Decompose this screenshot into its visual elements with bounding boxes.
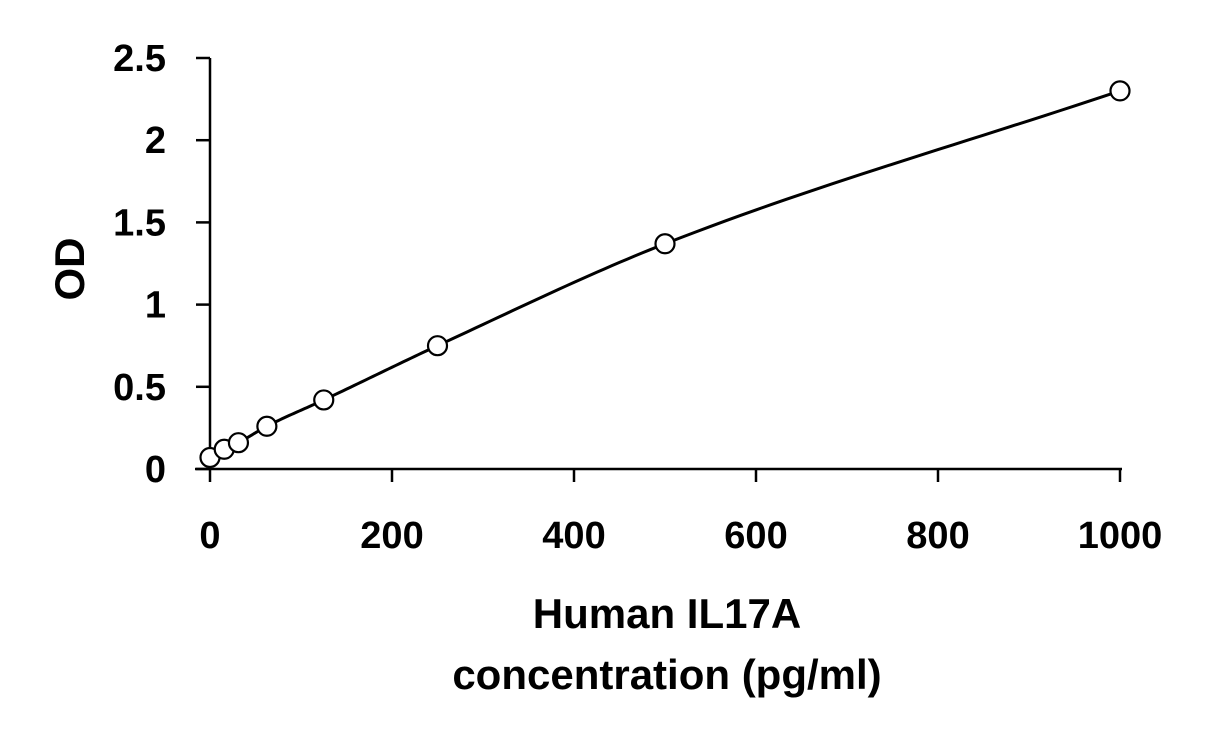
y-tick-label: 2 [145, 120, 166, 162]
x-tick-label: 0 [199, 515, 220, 557]
ticks: 0 200 400 600 800 1000 0 0.5 1 1.5 2 2.5 [113, 38, 1162, 557]
data-point [426, 335, 449, 357]
fit-curve [209, 89, 1121, 459]
data-point [256, 415, 278, 437]
x-tick-label: 800 [906, 515, 969, 557]
x-tick-label: 600 [724, 515, 787, 557]
x-tick-label: 1000 [1078, 515, 1163, 557]
x-tick-label: 200 [360, 515, 423, 557]
x-axis-title-line-1: Human IL17A [533, 590, 801, 637]
y-axis-title: OD [46, 238, 93, 301]
data-point [654, 233, 676, 255]
data-points [199, 80, 1131, 469]
y-tick-label: 1 [145, 285, 166, 327]
y-tick-label: 2.5 [113, 38, 166, 80]
data-point [1109, 80, 1131, 102]
x-axis-title-line-2: concentration (pg/ml) [452, 651, 881, 698]
data-point [227, 432, 250, 454]
x-tick-label: 400 [542, 515, 605, 557]
y-tick-label: 0 [145, 449, 166, 491]
axes [195, 58, 1122, 471]
y-tick-label: 1.5 [113, 202, 166, 244]
data-point [313, 389, 335, 411]
y-tick-label: 0.5 [113, 367, 166, 409]
